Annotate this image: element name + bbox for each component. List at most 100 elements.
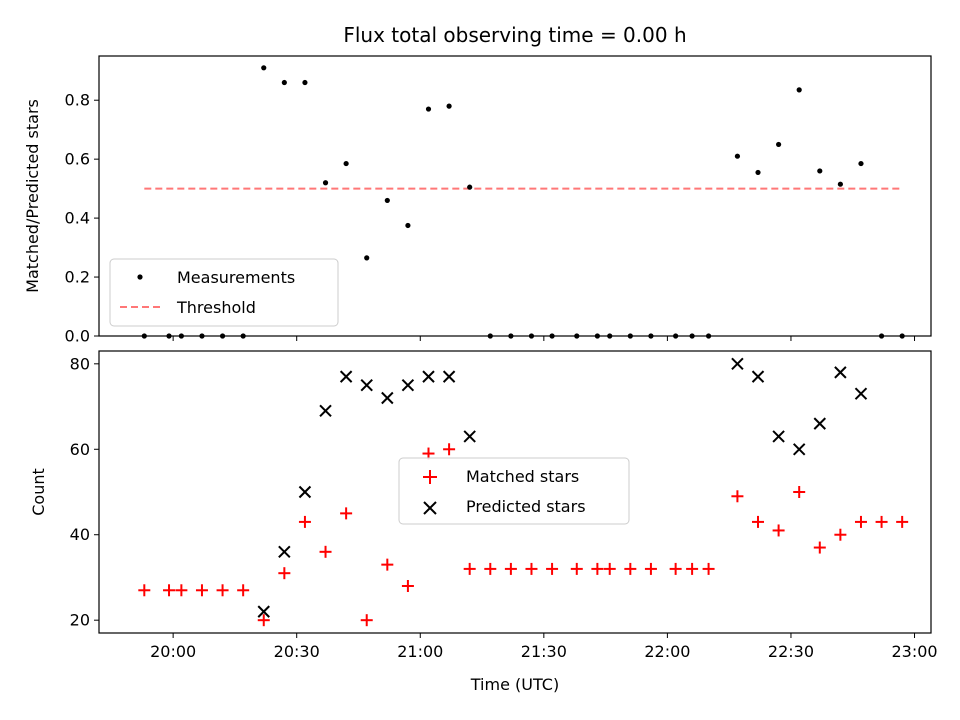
- measurement-point: [858, 160, 864, 167]
- predicted-star-point: [381, 391, 394, 405]
- matched-star-point: [546, 562, 559, 575]
- legend-matched-label: Matched stars: [466, 467, 579, 486]
- matched-star-point: [360, 614, 373, 627]
- measurement-point: [364, 255, 370, 261]
- matched-star-point: [216, 584, 229, 597]
- bottom-legend-box: [398, 457, 630, 525]
- matched-star-point: [854, 515, 867, 528]
- matched-star-point: [237, 584, 250, 597]
- matched-star-point: [175, 584, 188, 597]
- top-y-ticks: 0.0 0.2 0.4 0.6 0.8: [65, 91, 99, 346]
- legend-measurements-label: Measurements: [177, 268, 295, 287]
- matched-star-point: [772, 524, 785, 537]
- bottom-legend: Matched stars Predicted stars: [398, 457, 630, 525]
- bottom-y-ticks: 20 40 60 80: [70, 354, 99, 630]
- legend-measurements-marker: [137, 274, 143, 280]
- bottom-y-tick-label: 80: [70, 354, 90, 373]
- matched-star-point: [298, 515, 311, 528]
- bottom-x-tick-label: 21:30: [521, 642, 567, 661]
- matched-star-point: [443, 443, 456, 456]
- bottom-x-tick-label: 22:00: [644, 642, 690, 661]
- matched-star-point: [504, 562, 517, 575]
- bottom-x-tick-label: 23:00: [891, 642, 937, 661]
- matched-star-point: [163, 584, 176, 597]
- bottom-x-tick-label: 20:00: [150, 642, 196, 661]
- matched-star-point: [669, 562, 682, 575]
- matched-star-point: [793, 486, 806, 498]
- matched-star-point: [278, 567, 291, 580]
- matched-star-point: [834, 528, 847, 541]
- matched-star-point: [813, 541, 826, 554]
- legend-predicted-marker: [423, 501, 437, 515]
- predicted-star-point: [319, 404, 332, 418]
- measurement-point: [755, 169, 761, 176]
- top-axes-frame: [98, 55, 932, 337]
- matched-star-point: [484, 562, 497, 575]
- bottom-x-tick-label: 21:00: [397, 642, 443, 661]
- bottom-y-tick-label: 60: [70, 440, 90, 459]
- measurement-point: [817, 168, 823, 174]
- top-y-tick-label: 0.4: [65, 209, 90, 228]
- measurement-point: [446, 103, 452, 109]
- matched-star-point: [591, 562, 604, 575]
- predicted-star-point: [834, 366, 847, 379]
- measurement-point: [467, 184, 473, 190]
- measurement-point: [261, 65, 267, 71]
- matched-star-point: [570, 562, 583, 575]
- predicted-star-point: [792, 443, 806, 456]
- top-y-tick-label: 0.2: [65, 268, 90, 287]
- bottom-x-ticks: 20:00 20:30 21:00 21:30 22:00 22:30 23:00: [150, 633, 938, 661]
- top-y-tick-label: 0.0: [65, 327, 90, 346]
- measurement-point: [776, 141, 782, 148]
- bottom-x-tick-label: 22:30: [768, 642, 814, 661]
- bottom-x-tick-label: 20:30: [274, 642, 320, 661]
- top-legend-box: [109, 258, 339, 327]
- predicted-star-point: [772, 430, 785, 443]
- matched-star-point: [463, 562, 476, 575]
- predicted-star-point: [751, 370, 765, 383]
- legend-threshold-label: Threshold: [176, 298, 256, 317]
- predicted-star-point: [463, 430, 476, 443]
- predicted-star-point: [731, 357, 744, 371]
- matched-star-point: [644, 562, 657, 575]
- predicted-star-point: [422, 370, 435, 383]
- bottom-plot-area: [138, 357, 909, 627]
- matched-star-point: [686, 562, 699, 575]
- measurement-point: [281, 79, 287, 86]
- measurement-point: [425, 106, 432, 112]
- top-y-tick-label: 0.8: [65, 91, 90, 110]
- x-axis-label: Time (UTC): [470, 675, 559, 694]
- top-x-ticks: [172, 336, 916, 341]
- matched-star-point: [624, 562, 637, 575]
- legend-predicted-label: Predicted stars: [466, 497, 586, 516]
- measurement-point: [384, 197, 390, 204]
- predicted-star-point: [813, 417, 826, 430]
- matched-star-point: [875, 515, 888, 528]
- matched-star-point: [381, 558, 394, 571]
- predicted-star-point: [360, 378, 373, 392]
- top-y-axis-label: Matched/Predicted stars: [23, 99, 42, 293]
- bottom-axes-frame: [98, 350, 932, 634]
- matched-star-point: [319, 545, 332, 558]
- predicted-star-point: [339, 370, 353, 383]
- bottom-y-axis-label: Count: [29, 468, 48, 516]
- top-panel: 0.00.20.40.60.8 Matched/Predicted stars …: [23, 55, 932, 346]
- predicted-star-point: [442, 370, 456, 383]
- measurement-point: [405, 222, 411, 229]
- matched-star-point: [752, 515, 765, 528]
- matched-star-point: [731, 490, 744, 503]
- measurement-point: [343, 160, 349, 167]
- matched-star-point: [603, 562, 616, 575]
- matched-star-point: [138, 584, 151, 597]
- top-legend: Measurements Threshold: [109, 258, 339, 327]
- matched-star-point: [525, 562, 538, 575]
- top-y-tick-label: 0.6: [65, 150, 90, 169]
- chart-title: Flux total observing time = 0.00 h: [343, 23, 686, 47]
- matched-star-point: [257, 614, 270, 627]
- matched-star-point: [702, 562, 715, 575]
- measurement-point: [837, 181, 843, 187]
- measurement-point: [322, 180, 329, 186]
- matched-star-point: [896, 515, 909, 528]
